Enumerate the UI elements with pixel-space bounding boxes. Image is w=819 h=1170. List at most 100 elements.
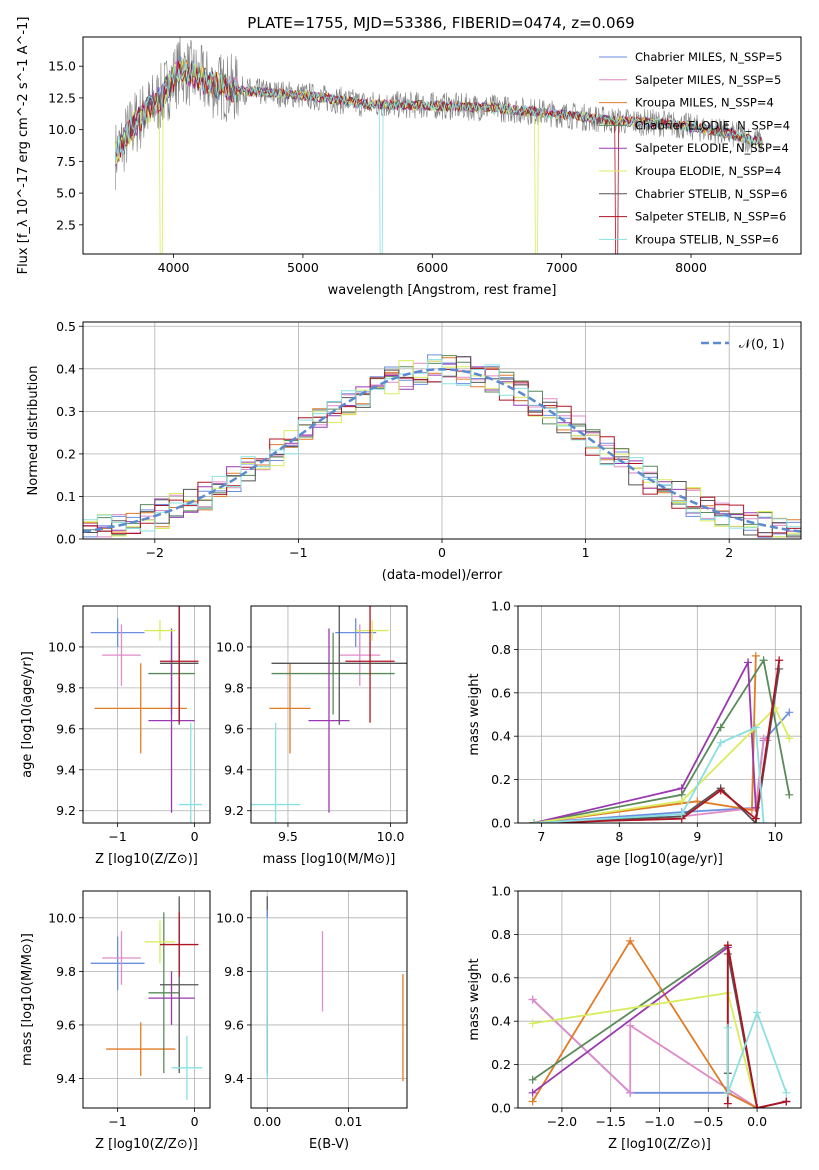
weight-marker: [782, 1088, 791, 1097]
legend-entry: Kroupa MILES, N_SSP=4: [635, 96, 774, 110]
y-tick-label: 9.4: [224, 1071, 244, 1086]
legend-entry: Salpeter ELODIE, N_SSP=4: [635, 141, 789, 155]
y-tick-label: 9.8: [224, 680, 244, 695]
x-tick-label: 0: [438, 545, 446, 560]
figure-title: PLATE=1755, MJD=53386, FIBERID=0474, z=0…: [247, 14, 634, 32]
axes-frame: [517, 605, 802, 824]
weight-marker: [528, 1019, 537, 1028]
x-tick-label: 6000: [416, 260, 448, 275]
x-tick-label: 9.5: [278, 829, 298, 844]
weight-marker: [723, 941, 732, 950]
y-tick-label: 9.6: [56, 721, 76, 736]
weight-marker: [751, 723, 760, 732]
y-axis-label: mass weight: [467, 958, 482, 1040]
weight-marker: [529, 819, 538, 823]
weight-marker: [743, 658, 752, 667]
y-tick-label: 0.0: [491, 816, 511, 831]
weight-marker: [759, 819, 768, 823]
y-tick-label: 9.4: [56, 762, 76, 777]
y-tick-label: 15.0: [48, 59, 76, 74]
y-tick-label: 9.4: [224, 762, 244, 777]
legend-entry: Chabrier STELIB, N_SSP=6: [635, 187, 787, 201]
y-tick-label: 9.4: [56, 1071, 76, 1086]
plot-area-mass_weight_vs_Z: [528, 936, 791, 1108]
y-tick-label: 0.6: [491, 685, 511, 700]
legend-entry: Kroupa ELODIE, N_SSP=4: [635, 164, 781, 178]
x-tick-label: 1: [582, 545, 590, 560]
weight-marker: [716, 786, 725, 795]
y-tick-label: 0.2: [56, 446, 76, 461]
axes-frame: [82, 890, 211, 1109]
y-tick-label: 0.2: [491, 1057, 511, 1072]
x-tick-label: 0: [191, 1114, 199, 1129]
x-tick-label: 10.0: [377, 829, 405, 844]
x-tick-label: −1.5: [596, 1114, 626, 1129]
weight-marker: [751, 651, 760, 660]
weight-series-line: [533, 706, 791, 823]
y-tick-label: 10.0: [48, 122, 76, 137]
plot-area-age_vs_Z: [90, 606, 203, 823]
x-tick-label: −1: [108, 1114, 126, 1129]
x-tick-label: 0.0: [747, 1114, 767, 1129]
y-tick-label: 0.4: [56, 361, 76, 376]
y-tick-label: 9.6: [224, 721, 244, 736]
weight-marker: [626, 1088, 635, 1097]
weight-marker: [782, 1097, 791, 1106]
x-tick-label: −2: [146, 545, 164, 560]
y-tick-label: 0.4: [491, 1014, 511, 1029]
y-tick-label: 0.0: [491, 1101, 511, 1116]
weight-marker: [626, 1021, 635, 1030]
y-tick-label: 0.3: [56, 404, 76, 419]
x-tick-label: 5000: [287, 260, 319, 275]
y-tick-label: 12.5: [48, 90, 76, 105]
plot-area-mass_vs_Z: [90, 896, 203, 1100]
weight-series-line: [533, 659, 757, 823]
y-tick-label: 9.6: [56, 1017, 76, 1032]
legend-entry: Chabrier ELODIE, N_SSP=4: [635, 118, 790, 132]
x-tick-label: 7000: [546, 260, 578, 275]
x-tick-label: 0.00: [253, 1114, 281, 1129]
y-axis-label: age [log10(age/yr)]: [20, 651, 35, 778]
y-tick-label: 0.1: [56, 489, 76, 504]
x-tick-label: 10: [767, 829, 783, 844]
weight-marker: [677, 784, 686, 793]
axes-frame: [82, 36, 802, 255]
x-axis-label: wavelength [Angstrom, rest frame]: [328, 283, 557, 298]
weight-marker: [759, 656, 768, 665]
weight-marker: [775, 656, 784, 665]
weight-series-line: [726, 1009, 788, 1094]
gaussian-curve: [83, 368, 801, 533]
weight-marker: [693, 797, 702, 806]
y-tick-label: 5.0: [56, 186, 76, 201]
axes-age_vs_mass: 9.5 10.0 9.2 9.4 9.6 9.8 10.0 mass [log10(M/M⊙)…: [216, 605, 408, 867]
x-tick-label: −1: [289, 545, 307, 560]
model-series-line: [114, 59, 763, 162]
weight-marker: [723, 1099, 732, 1108]
x-axis-label: age [log10(age/yr)]: [596, 852, 723, 867]
legend-entry: Chabrier MILES, N_SSP=5: [635, 50, 782, 64]
weight-marker: [785, 708, 794, 717]
axes-residuals: −2 −1 0 1 2 0.0 0.1 0.2 0.3 0.4 0.5 (data-model)/er…: [26, 319, 802, 583]
model-series-line: [114, 60, 763, 254]
y-tick-label: 9.8: [224, 964, 244, 979]
weight-marker: [753, 1104, 762, 1108]
weight-marker: [677, 810, 686, 819]
axes-mass_vs_EBV: 0.00 0.01 9.4 9.6 9.8 10.0 E(B-V): [216, 890, 408, 1152]
histogram-step-line: [83, 359, 801, 532]
axes-mass_weight_vs_age: 7 8 9 10 0.0 0.2 0.4 0.6 0.8 1.0 age [log10(age/yr…: [467, 599, 802, 867]
y-tick-label: 1.0: [491, 884, 511, 899]
axes-frame: [517, 890, 802, 1109]
plot-area-age_vs_mass: [251, 606, 407, 823]
x-tick-label: −2.0: [547, 1114, 577, 1129]
y-tick-label: 0.5: [56, 319, 76, 334]
weight-series-line: [533, 655, 757, 823]
y-tick-label: 0.4: [491, 729, 511, 744]
axes-frame: [250, 890, 408, 1109]
y-tick-label: 0.6: [491, 970, 511, 985]
y-tick-label: 9.8: [56, 964, 76, 979]
y-tick-label: 0.0: [56, 532, 76, 547]
y-tick-label: 10.0: [216, 639, 244, 654]
y-tick-label: 0.8: [491, 927, 511, 942]
weight-marker: [723, 1088, 732, 1097]
